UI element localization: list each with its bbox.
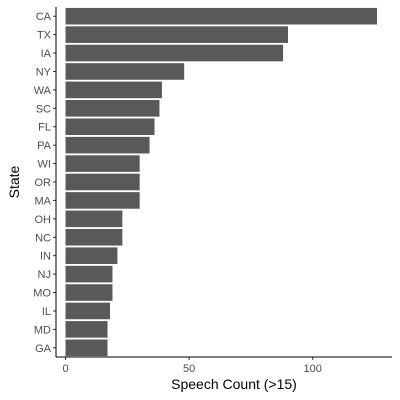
y-tick-label: IN <box>40 251 51 263</box>
y-tick-label: NY <box>36 66 52 78</box>
y-tick-label: PA <box>37 140 52 152</box>
bar-ca <box>65 7 377 25</box>
x-axis-title: Speech Count (>15) <box>171 376 297 392</box>
y-tick-label: MA <box>35 195 52 207</box>
y-tick-label: IL <box>42 306 51 318</box>
bar-ny <box>65 63 185 80</box>
y-tick-label: SC <box>36 103 51 115</box>
y-tick-label: OH <box>35 214 52 226</box>
bar-ia <box>65 44 284 62</box>
bar-md <box>65 321 108 338</box>
y-tick-label: MO <box>33 288 51 300</box>
bars <box>65 7 377 357</box>
bar-in <box>65 247 118 264</box>
y-tick-label: TX <box>37 30 52 42</box>
bar-tx <box>65 26 288 43</box>
bar-wa <box>65 81 162 99</box>
bar-sc <box>65 100 160 117</box>
y-tick-label: CA <box>36 11 52 23</box>
y-tick-label: IA <box>41 48 52 60</box>
bar-oh <box>65 210 123 228</box>
y-axis-title: State <box>6 165 22 198</box>
bar-fl <box>65 118 155 136</box>
y-tick-label: MD <box>34 324 51 336</box>
y-tick-label: NJ <box>38 269 51 281</box>
y-tick-label: GA <box>35 343 52 355</box>
x-tick-label: 50 <box>183 363 195 375</box>
y-tick-label: NC <box>35 232 51 244</box>
bar-wi <box>65 155 140 172</box>
y-tick-label: WI <box>38 159 51 171</box>
bar-or <box>65 173 140 191</box>
y-tick-label: WA <box>34 85 52 97</box>
y-tick-labels: CA TX IA NY WA SC FL PA WI OR MA OH NC IN NJ MO IL MD GA <box>33 11 56 355</box>
x-ticks: 0 50 100 <box>62 357 322 375</box>
bar-ga <box>65 339 108 357</box>
bar-nc <box>65 228 123 246</box>
bar-mo <box>65 284 113 301</box>
bar-ma <box>65 192 140 209</box>
bar-nj <box>65 265 113 283</box>
x-tick-label: 0 <box>62 363 68 375</box>
bar-il <box>65 302 110 320</box>
bar-pa <box>65 136 150 154</box>
y-tick-label: FL <box>38 122 51 134</box>
y-tick-label: OR <box>35 177 52 189</box>
x-tick-label: 100 <box>304 363 322 375</box>
